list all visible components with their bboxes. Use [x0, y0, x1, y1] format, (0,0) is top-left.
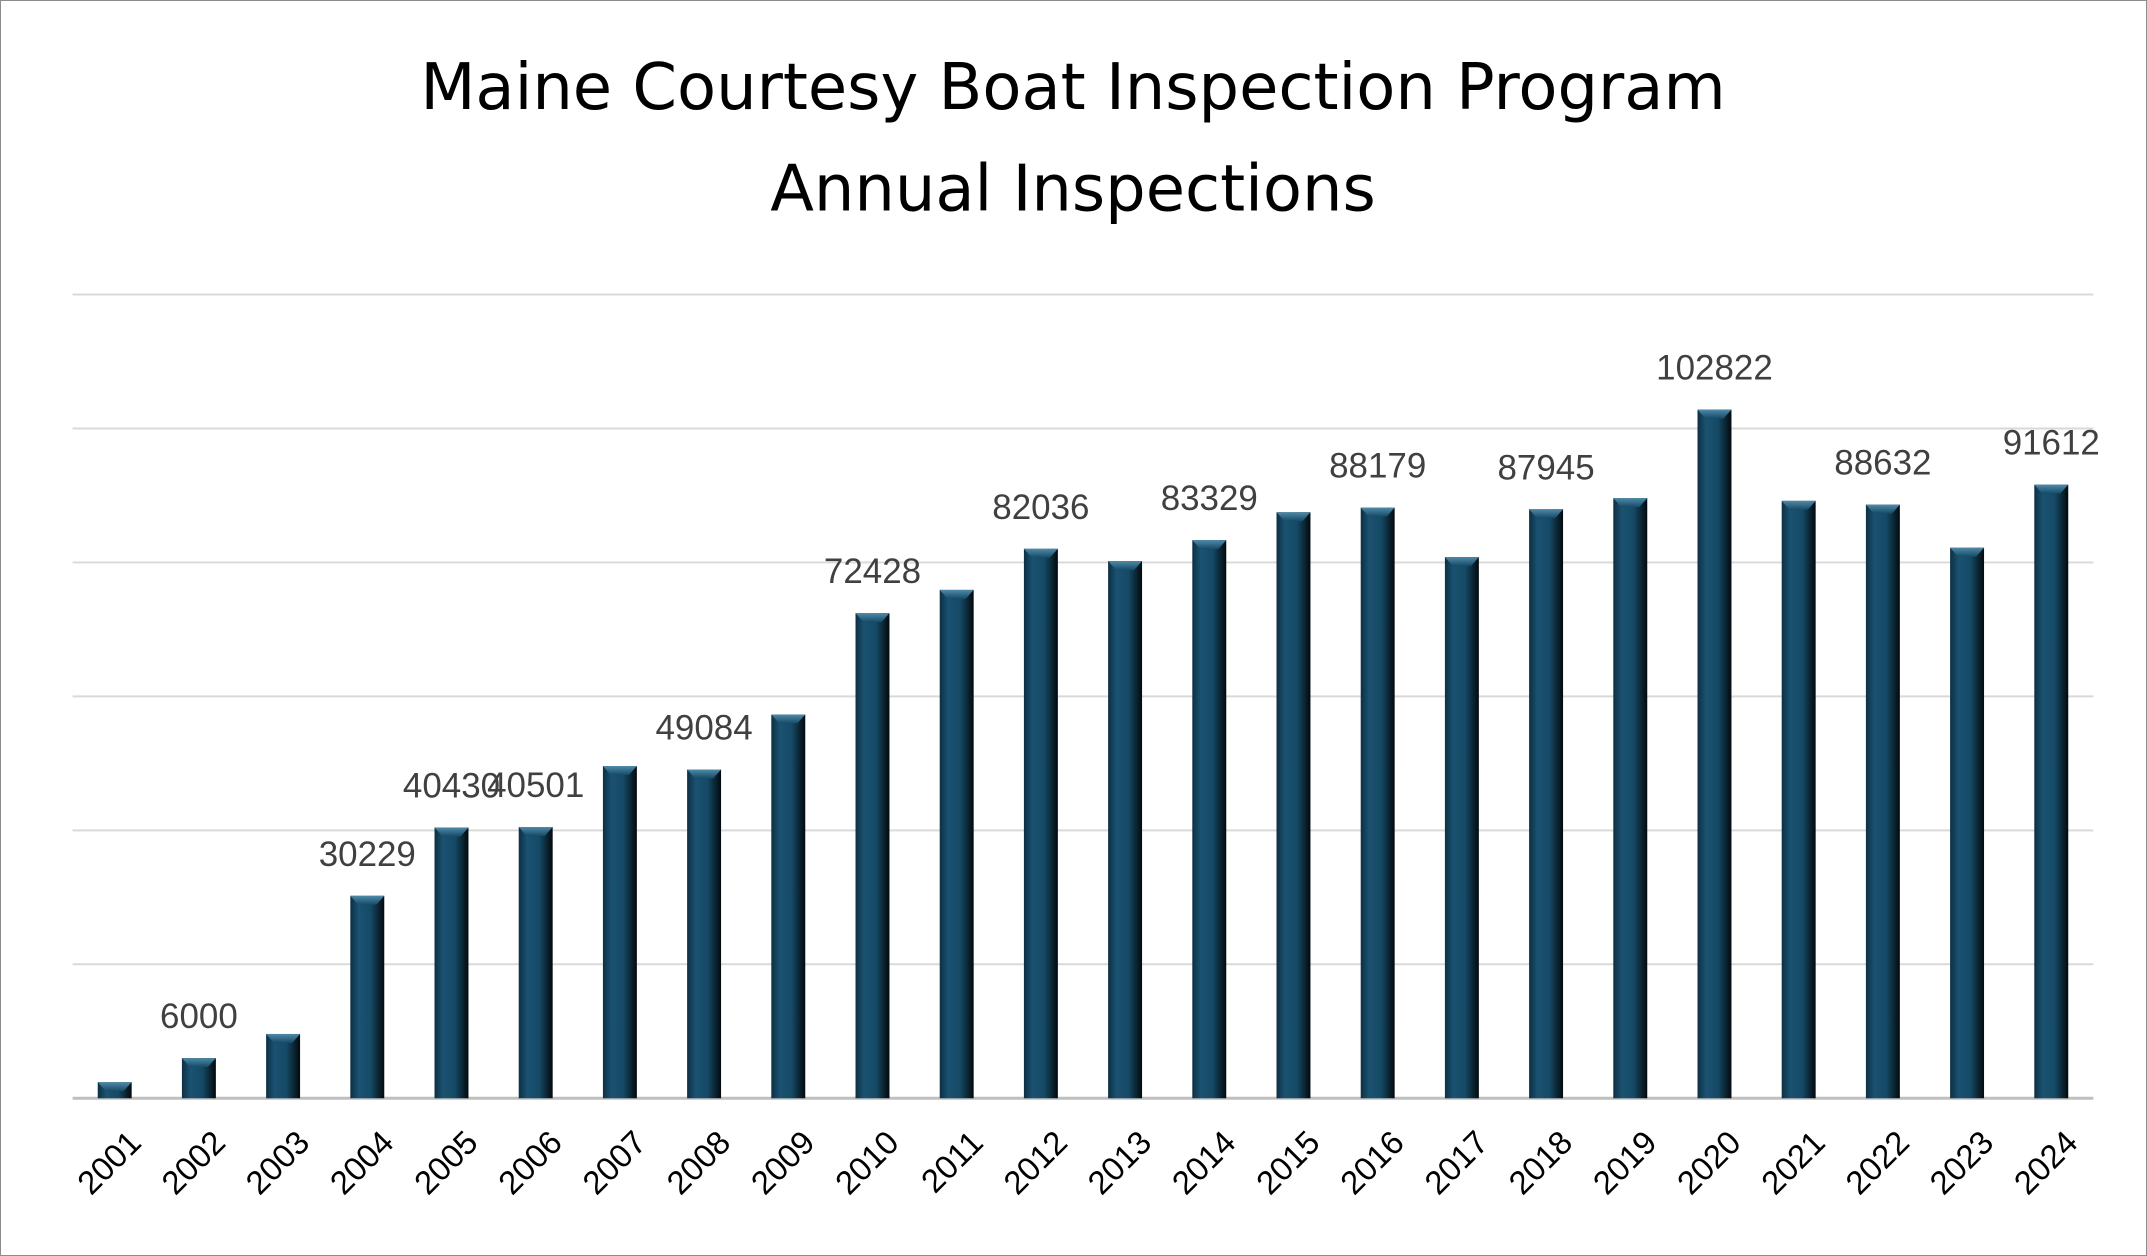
- bar-cap: [602, 766, 637, 776]
- x-tick-label: 2018: [1501, 1123, 1579, 1201]
- bar-cap: [1613, 498, 1648, 508]
- x-tick-label: 2023: [1922, 1123, 2000, 1201]
- bar-cap: [2034, 484, 2069, 494]
- chart-title-line-2: Annual Inspections: [770, 153, 1376, 227]
- data-label-2012: 82036: [992, 488, 1089, 527]
- bar-cap: [97, 1082, 132, 1092]
- x-tick-label: 2020: [1670, 1123, 1748, 1201]
- x-tick-label: 2009: [744, 1123, 822, 1201]
- bar-2015: [1276, 512, 1311, 1099]
- data-label-2002: 6000: [160, 997, 238, 1036]
- bar-cap: [1108, 561, 1143, 571]
- bar-2010: [855, 613, 890, 1099]
- bar-cap: [1865, 504, 1900, 514]
- bar-2023: [1950, 547, 1985, 1099]
- x-tick-label: 2019: [1586, 1123, 1664, 1201]
- bar-2003: [266, 1033, 301, 1099]
- data-label-2024: 91612: [2003, 424, 2100, 463]
- data-label-2020: 102822: [1656, 349, 1773, 388]
- x-tick-label: 2015: [1249, 1123, 1327, 1201]
- bar-2007: [602, 766, 637, 1099]
- bar-cap: [1276, 512, 1311, 522]
- x-tick-label: 2014: [1165, 1123, 1243, 1201]
- bar-2019: [1613, 498, 1648, 1099]
- bar-2008: [687, 769, 722, 1099]
- bar-2018: [1529, 509, 1564, 1099]
- bar-cap: [1697, 409, 1732, 419]
- x-tick-label: 2003: [238, 1123, 316, 1201]
- x-tick-label: 2005: [407, 1123, 485, 1201]
- data-label-2006: 40501: [487, 766, 584, 805]
- bar-cap: [1950, 547, 1985, 557]
- x-tick-label: 2007: [575, 1123, 653, 1201]
- x-tick-label: 2021: [1754, 1123, 1832, 1201]
- x-tick-label: 2004: [323, 1123, 401, 1201]
- data-label-2022: 88632: [1834, 444, 1931, 483]
- bar-2022: [1865, 504, 1900, 1099]
- data-label-2014: 83329: [1161, 479, 1258, 518]
- bar-2024: [2034, 484, 2069, 1099]
- x-tick-label: 2006: [491, 1123, 569, 1201]
- bar-2014: [1192, 540, 1227, 1099]
- bar-cap: [1023, 548, 1058, 558]
- x-tick-label: 2001: [70, 1123, 148, 1201]
- bar-2004: [350, 895, 385, 1099]
- bar-2011: [939, 589, 974, 1099]
- bar-2006: [518, 826, 553, 1099]
- bar-2013: [1108, 561, 1143, 1099]
- data-label-2018: 87945: [1498, 448, 1595, 487]
- bar-cap: [687, 769, 722, 779]
- x-tick-label: 2022: [1838, 1123, 1916, 1201]
- data-label-2016: 88179: [1329, 447, 1426, 486]
- bar-cap: [1444, 557, 1479, 567]
- bar-2020: [1697, 409, 1732, 1099]
- bar-cap: [855, 613, 890, 623]
- bar-cap: [181, 1058, 216, 1068]
- data-label-2004: 30229: [319, 835, 416, 874]
- bar-2017: [1444, 557, 1479, 1099]
- x-tick-label: 2012: [996, 1123, 1074, 1201]
- bar-cap: [771, 714, 806, 724]
- bar-2005: [434, 827, 469, 1099]
- data-label-2010: 72428: [824, 552, 921, 591]
- x-tick-label: 2002: [154, 1123, 232, 1201]
- x-tick-label: 2008: [659, 1123, 737, 1201]
- bar-cap: [1529, 509, 1564, 519]
- bar-2009: [771, 714, 806, 1099]
- bar-2012: [1023, 548, 1058, 1099]
- bar-cap: [1192, 540, 1227, 550]
- chart-title-line-1: Maine Courtesy Boat Inspection Program: [420, 51, 1725, 125]
- bar-2016: [1360, 507, 1395, 1099]
- x-tick-label: 2024: [2007, 1123, 2085, 1201]
- bar-cap: [266, 1033, 301, 1043]
- x-tick-label: 2010: [828, 1123, 906, 1201]
- bar-cap: [518, 826, 553, 836]
- bar-cap: [1360, 507, 1395, 517]
- x-tick-label: 2013: [1080, 1123, 1158, 1201]
- x-tick-label: 2011: [914, 1123, 990, 1199]
- data-label-2008: 49084: [656, 709, 753, 748]
- x-tick-label: 2017: [1417, 1123, 1495, 1201]
- bar-cap: [434, 827, 469, 837]
- bar-2021: [1781, 500, 1816, 1099]
- bar-cap: [939, 589, 974, 599]
- data-label-2005: 40430: [403, 767, 500, 806]
- bar-cap: [350, 895, 385, 905]
- x-tick-label: 2016: [1333, 1123, 1411, 1201]
- bar-cap: [1781, 500, 1816, 510]
